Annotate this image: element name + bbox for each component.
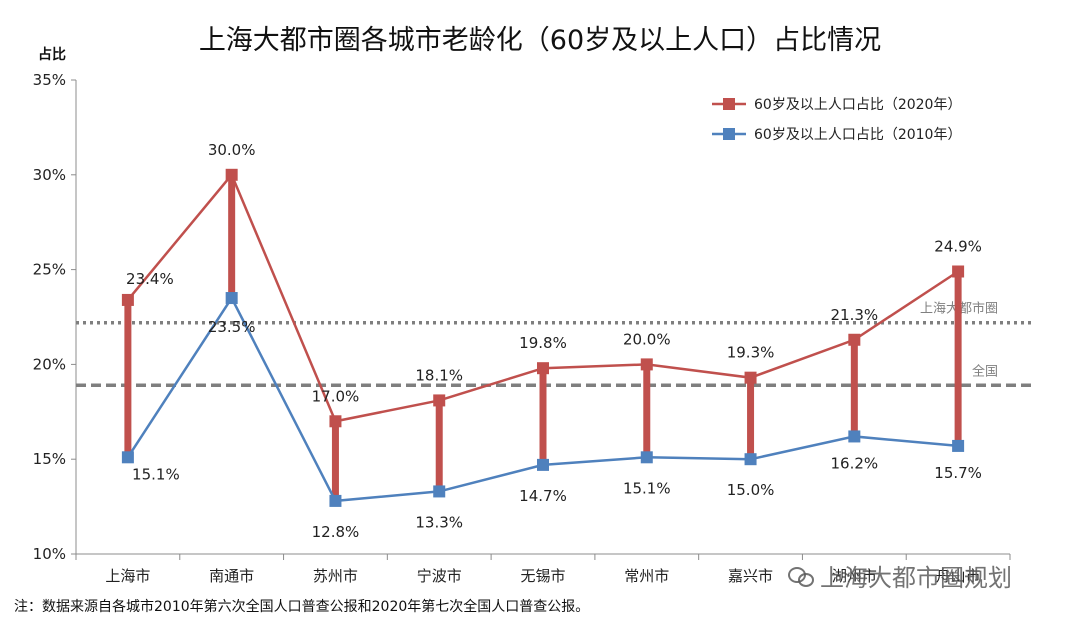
- y-tick-label: 15%: [33, 450, 66, 468]
- data-label-2020: 21.3%: [831, 306, 879, 324]
- data-label-2010: 15.1%: [623, 479, 671, 497]
- y-axis-label: 占比: [38, 47, 66, 63]
- chart-title: 上海大都市圈各城市老龄化（60岁及以上人口）占比情况: [198, 25, 882, 56]
- marker-2020: [329, 415, 342, 428]
- data-label-2010: 13.3%: [415, 513, 463, 531]
- data-label-2010: 14.7%: [519, 487, 567, 505]
- watermark-text: 上海大都市圈规划: [820, 564, 1012, 592]
- data-label-2010: 15.0%: [727, 481, 775, 499]
- y-tick-label: 10%: [33, 545, 66, 563]
- x-tick-label: 宁波市: [417, 567, 462, 585]
- legend-label: 60岁及以上人口占比（2010年）: [754, 127, 961, 143]
- marker-2020: [848, 333, 861, 346]
- x-tick-label: 南通市: [209, 567, 254, 585]
- data-label-2020: 19.8%: [519, 334, 567, 352]
- legend-marker: [723, 128, 735, 140]
- marker-2010: [225, 292, 238, 305]
- x-tick-label: 上海市: [105, 567, 150, 585]
- x-tick-label: 无锡市: [520, 567, 565, 585]
- marker-2010: [848, 430, 861, 443]
- x-tick-label: 湖州市: [832, 567, 877, 585]
- wechat-icon: [788, 565, 814, 587]
- marker-2010: [537, 458, 549, 471]
- data-label-2020: 20.0%: [623, 330, 671, 348]
- data-label-2020: 18.1%: [415, 366, 463, 384]
- data-label-2020: 17.0%: [312, 387, 360, 405]
- legend-marker: [723, 98, 735, 110]
- x-tick-label: 嘉兴市: [728, 567, 773, 585]
- marker-2020: [744, 371, 757, 384]
- legend-label: 60岁及以上人口占比（2020年）: [754, 97, 961, 113]
- marker-2020: [225, 168, 238, 181]
- source-note: 注：数据来源自各城市2010年第六次全国人口普查公报和2020年第七次全国人口普…: [14, 599, 590, 615]
- x-tick-label: 常州市: [624, 567, 669, 585]
- marker-2020: [433, 394, 446, 407]
- marker-2020: [952, 265, 965, 278]
- x-tick-label: 苏州市: [313, 567, 358, 585]
- marker-2010: [121, 451, 134, 464]
- data-label-2020: 23.4%: [126, 270, 174, 288]
- data-label-2010: 16.2%: [831, 454, 879, 472]
- marker-2020: [537, 362, 549, 375]
- x-tick-label: 舟山市: [936, 567, 981, 585]
- y-tick-label: 20%: [33, 355, 66, 373]
- data-label-2020: 19.3%: [727, 344, 775, 362]
- watermark: 上海大都市圈规划: [788, 558, 1012, 593]
- marker-2020: [121, 293, 134, 306]
- data-label-2010: 15.7%: [934, 464, 982, 482]
- data-label-2020: 30.0%: [208, 141, 256, 159]
- marker-2010: [640, 451, 653, 464]
- marker-2010: [329, 494, 342, 507]
- marker-2020: [640, 358, 653, 371]
- y-tick-label: 25%: [33, 261, 66, 279]
- reference-line-label: 全国: [972, 363, 998, 379]
- data-label-2010: 23.5%: [208, 318, 256, 336]
- marker-2010: [433, 485, 446, 498]
- data-label-2010: 15.1%: [132, 465, 180, 483]
- data-label-2010: 12.8%: [312, 523, 360, 541]
- y-tick-label: 35%: [33, 71, 66, 89]
- marker-2010: [744, 453, 757, 466]
- data-label-2020: 24.9%: [934, 237, 982, 255]
- y-tick-label: 30%: [33, 166, 66, 184]
- marker-2010: [952, 439, 965, 452]
